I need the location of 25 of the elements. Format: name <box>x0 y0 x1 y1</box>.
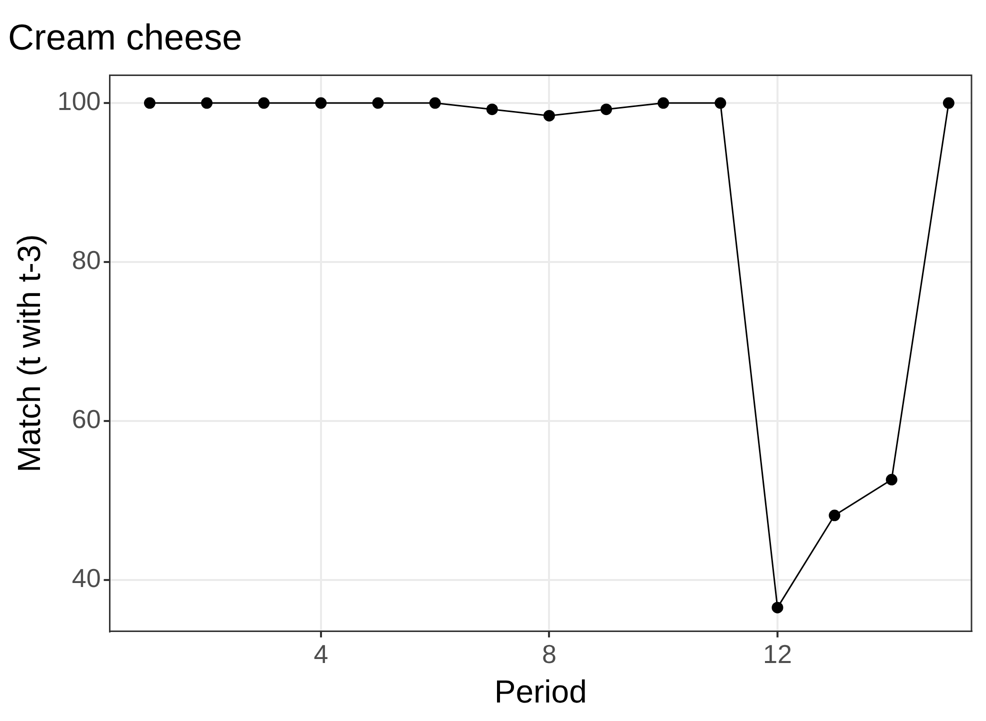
point <box>600 104 612 116</box>
point <box>942 97 954 109</box>
point <box>201 97 213 109</box>
y-axis-title: Match (t with t-3) <box>11 234 48 472</box>
x-tick-label: 4 <box>314 639 328 670</box>
point <box>372 97 384 109</box>
y-tick-label: 80 <box>72 245 101 276</box>
x-tick-label: 8 <box>542 639 556 670</box>
y-tick-label: 60 <box>72 404 101 434</box>
y-tick-label: 100 <box>57 86 101 116</box>
x-tick-label: 12 <box>763 639 792 670</box>
y-tick-label: 40 <box>72 562 101 593</box>
point <box>315 97 327 109</box>
point <box>486 104 498 116</box>
x-axis-title: Period <box>494 674 587 710</box>
point <box>429 97 441 109</box>
point <box>543 110 555 122</box>
point <box>658 97 670 109</box>
chart-title: Cream cheese <box>8 16 242 58</box>
point <box>714 97 726 109</box>
point <box>144 97 156 109</box>
point <box>886 474 898 486</box>
point <box>258 97 270 109</box>
point <box>828 510 840 522</box>
point <box>772 602 784 614</box>
